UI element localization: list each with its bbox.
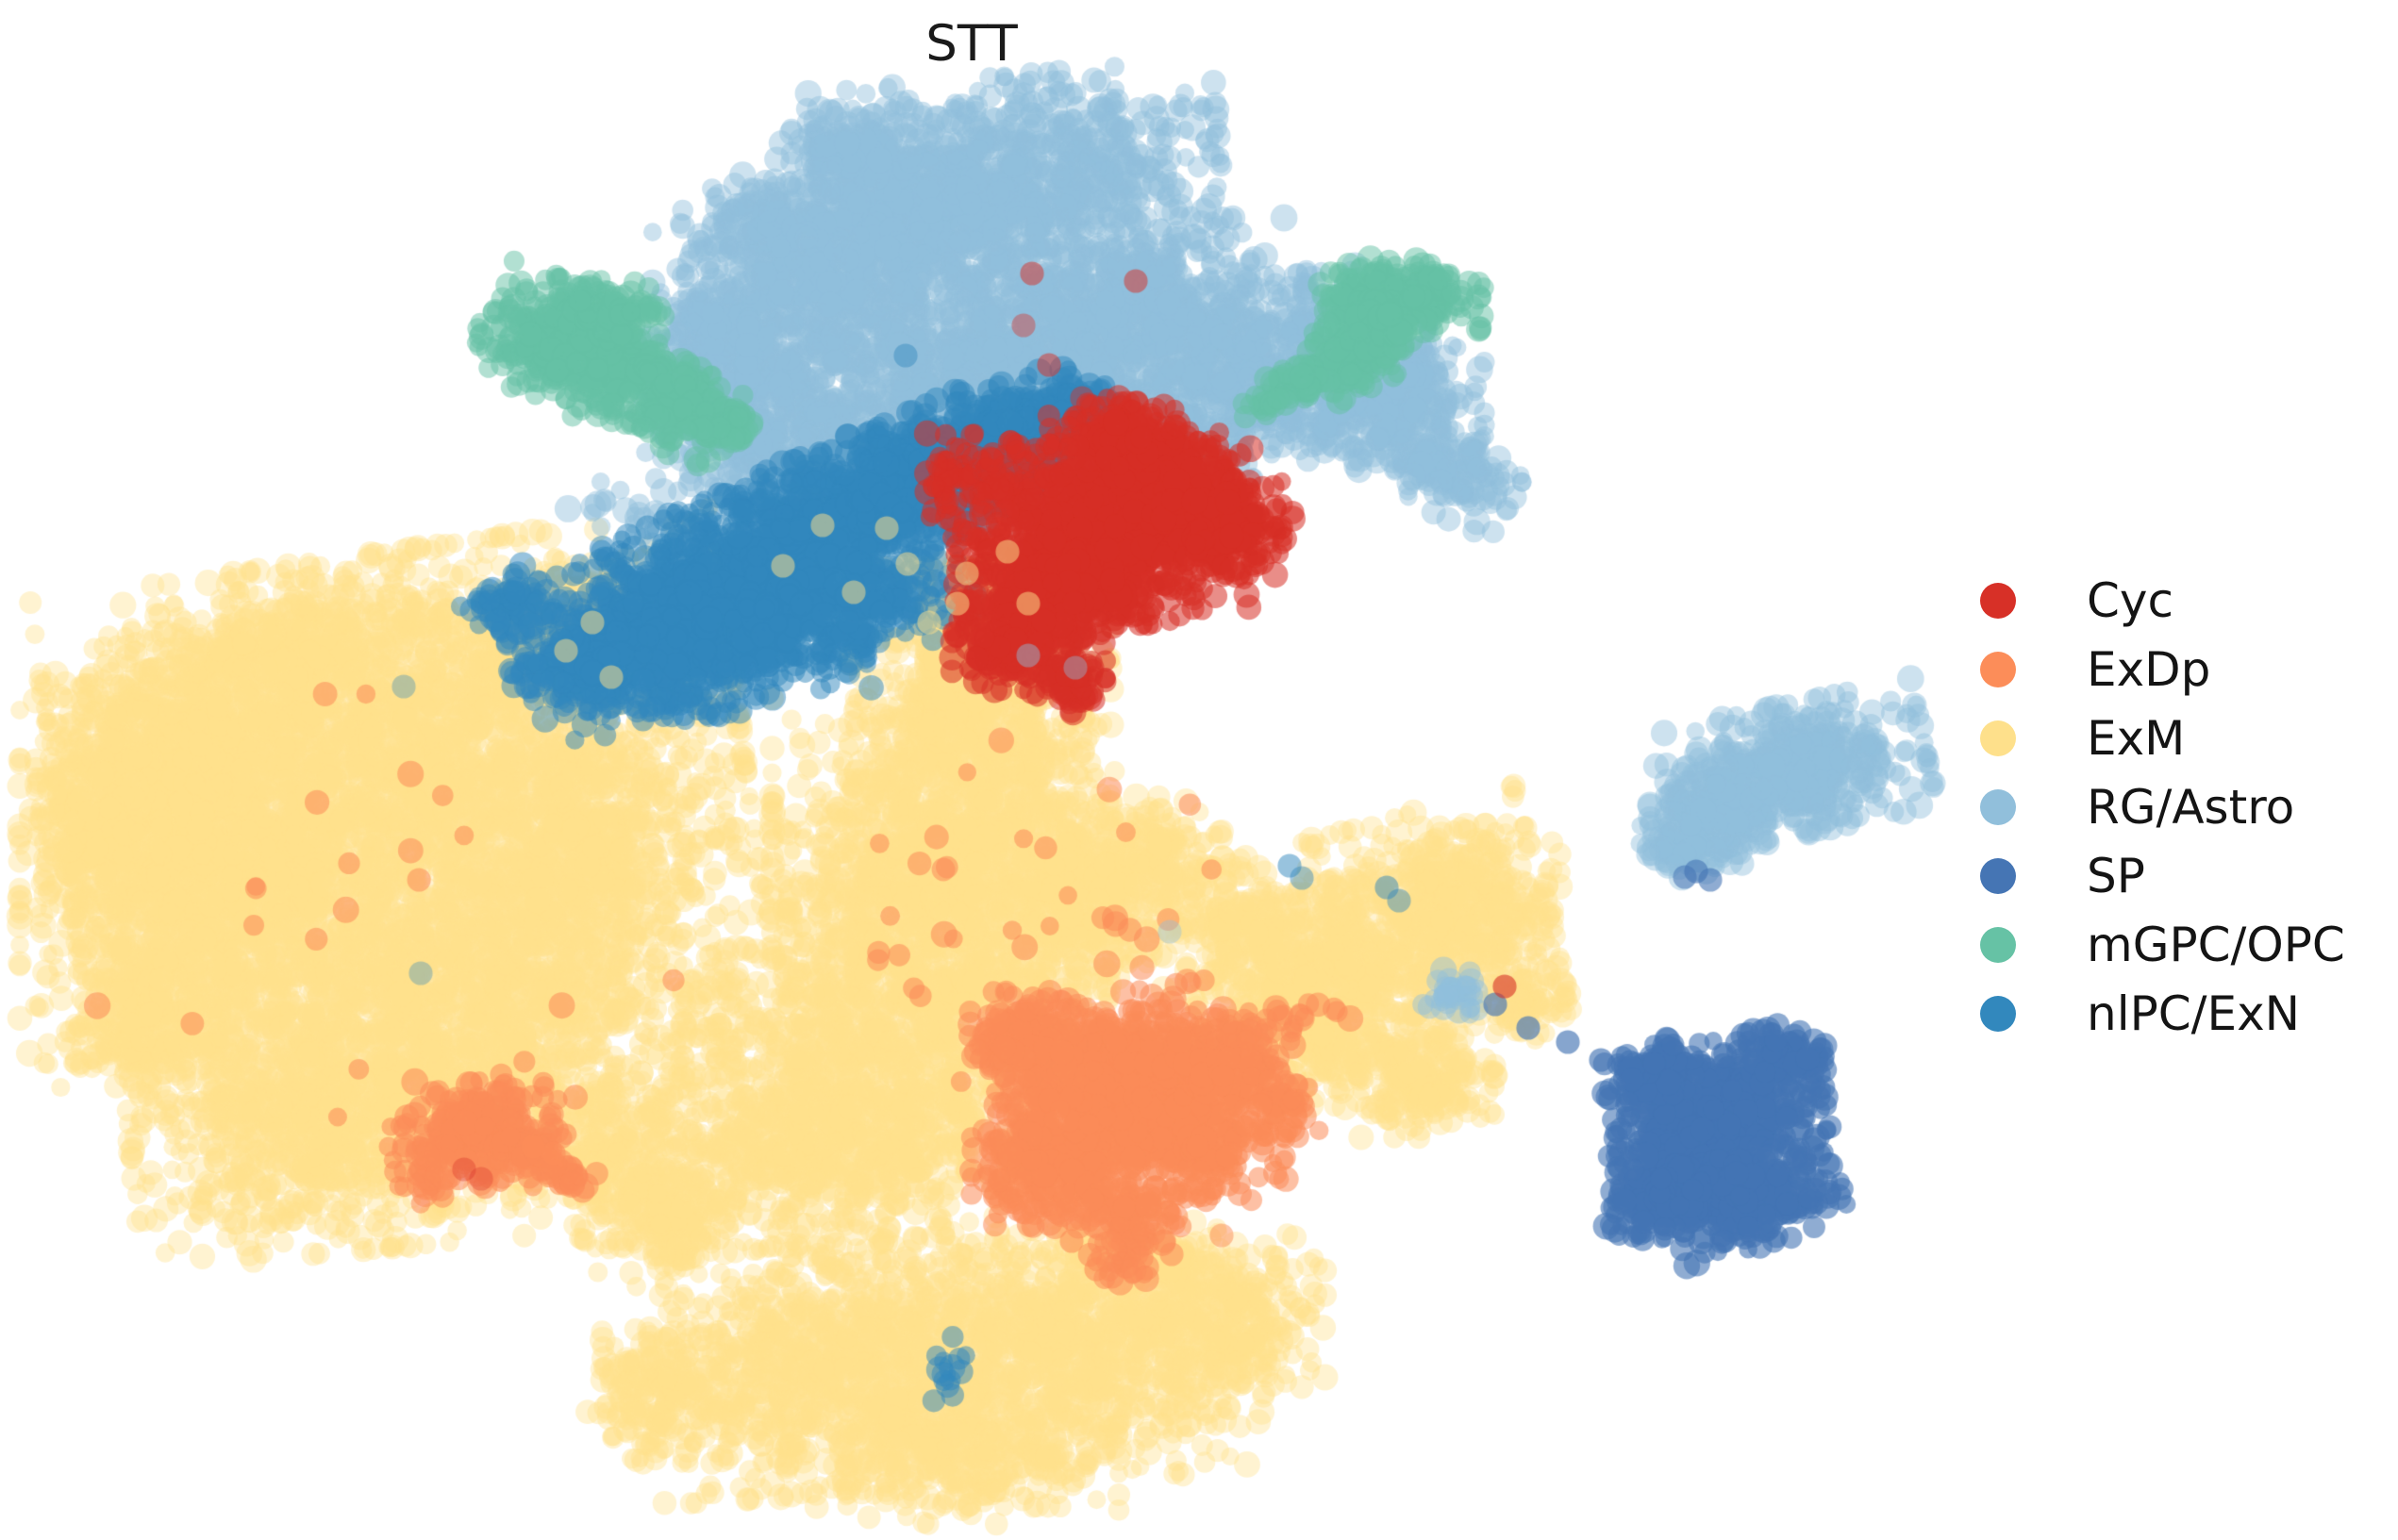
legend-item-label: nlPC/ExN [2087, 985, 2301, 1041]
legend-item: Cyc [1980, 566, 2345, 635]
legend-item-label: ExDp [2087, 641, 2211, 697]
legend-item-label: mGPC/OPC [2087, 917, 2345, 972]
legend-item-label: ExM [2087, 710, 2186, 766]
legend-item: nlPC/ExN [1980, 979, 2345, 1048]
legend-marker-dot-icon [1980, 651, 2016, 687]
legend-item: SP [1980, 841, 2345, 910]
legend-item: RG/Astro [1980, 772, 2345, 841]
legend: Cyc ExDp ExM RG/Astro SP mGPC/OPC nlPC/ExN [1980, 566, 2345, 1048]
legend-item: ExDp [1980, 635, 2345, 704]
legend-marker-dot-icon [1980, 788, 2016, 825]
legend-item-label: Cyc [2087, 572, 2173, 628]
legend-item-label: SP [2087, 848, 2145, 903]
legend-marker-dot-icon [1980, 720, 2016, 756]
legend-marker-dot-icon [1980, 926, 2016, 963]
legend-marker-dot-icon [1980, 995, 2016, 1032]
chart-title: STT [925, 15, 1018, 73]
legend-marker-dot-icon [1980, 857, 2016, 894]
legend-item: ExM [1980, 704, 2345, 772]
legend-marker-dot-icon [1980, 582, 2016, 619]
legend-item: mGPC/OPC [1980, 910, 2345, 979]
legend-item-label: RG/Astro [2087, 779, 2295, 835]
